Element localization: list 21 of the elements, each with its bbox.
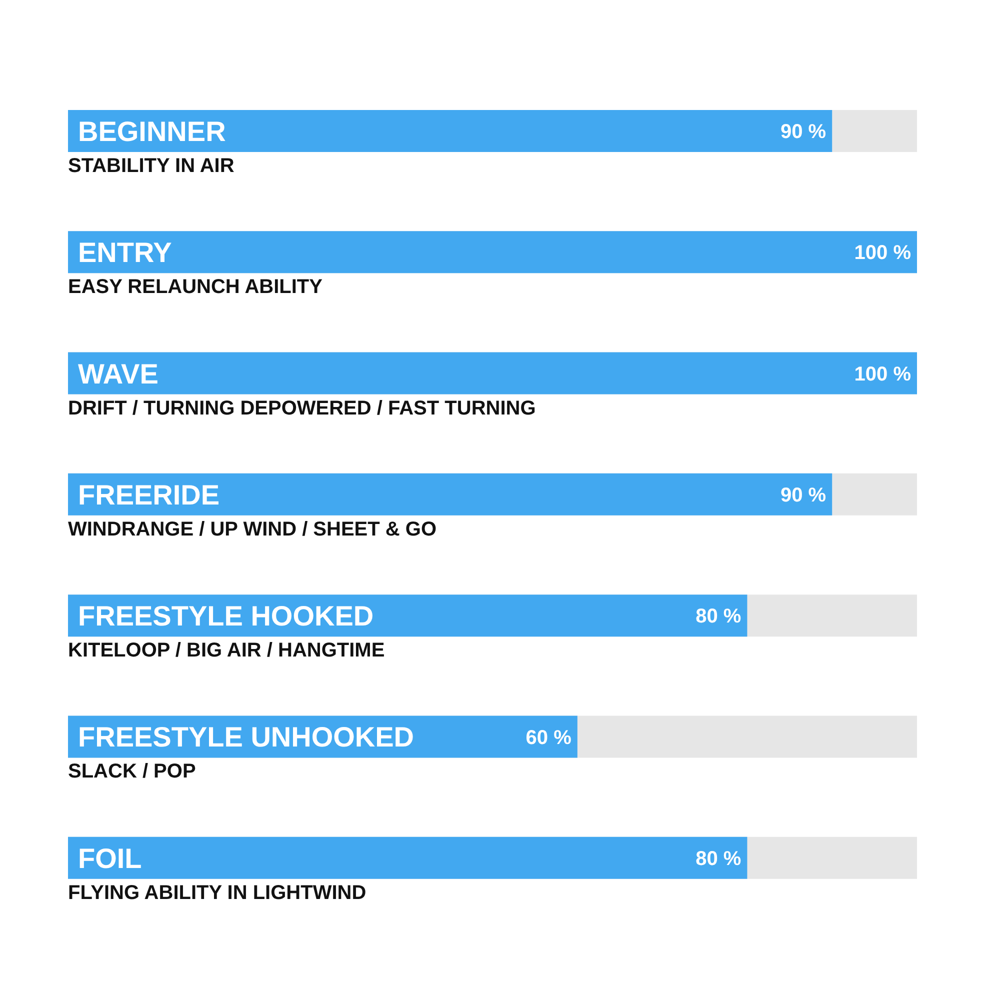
data-label: 100 % xyxy=(854,363,912,386)
y-tick-label: FOIL xyxy=(78,842,142,874)
data-label: 80 % xyxy=(696,606,742,628)
annotation: SLACK / POP xyxy=(68,760,196,783)
y-tick-label: ENTRY xyxy=(78,237,172,268)
annotation: STABILITY IN AIR xyxy=(68,155,235,177)
data-label: 90 % xyxy=(780,121,826,144)
annotation: WINDRANGE / UP WIND / SHEET & GO xyxy=(68,518,437,540)
y-tick-label: FREERIDE xyxy=(78,479,220,510)
annotation: FLYING ABILITY IN LIGHTWIND xyxy=(68,882,366,904)
annotation: KITELOOP / BIG AIR / HANGTIME xyxy=(68,640,385,662)
annotation: DRIFT / TURNING DEPOWERED / FAST TURNING xyxy=(68,397,536,420)
data-label: 90 % xyxy=(780,484,826,507)
data-label: 60 % xyxy=(526,726,572,749)
data-label: 80 % xyxy=(696,848,742,870)
data-label: 100 % xyxy=(854,242,912,264)
y-tick-label: BEGINNER xyxy=(78,116,226,147)
y-tick-label: WAVE xyxy=(78,358,158,390)
y-tick-label: FREESTYLE UNHOOKED xyxy=(78,722,414,753)
annotation: EASY RELAUNCH ABILITY xyxy=(68,276,324,298)
y-tick-label: FREESTYLE HOOKED xyxy=(78,600,374,632)
